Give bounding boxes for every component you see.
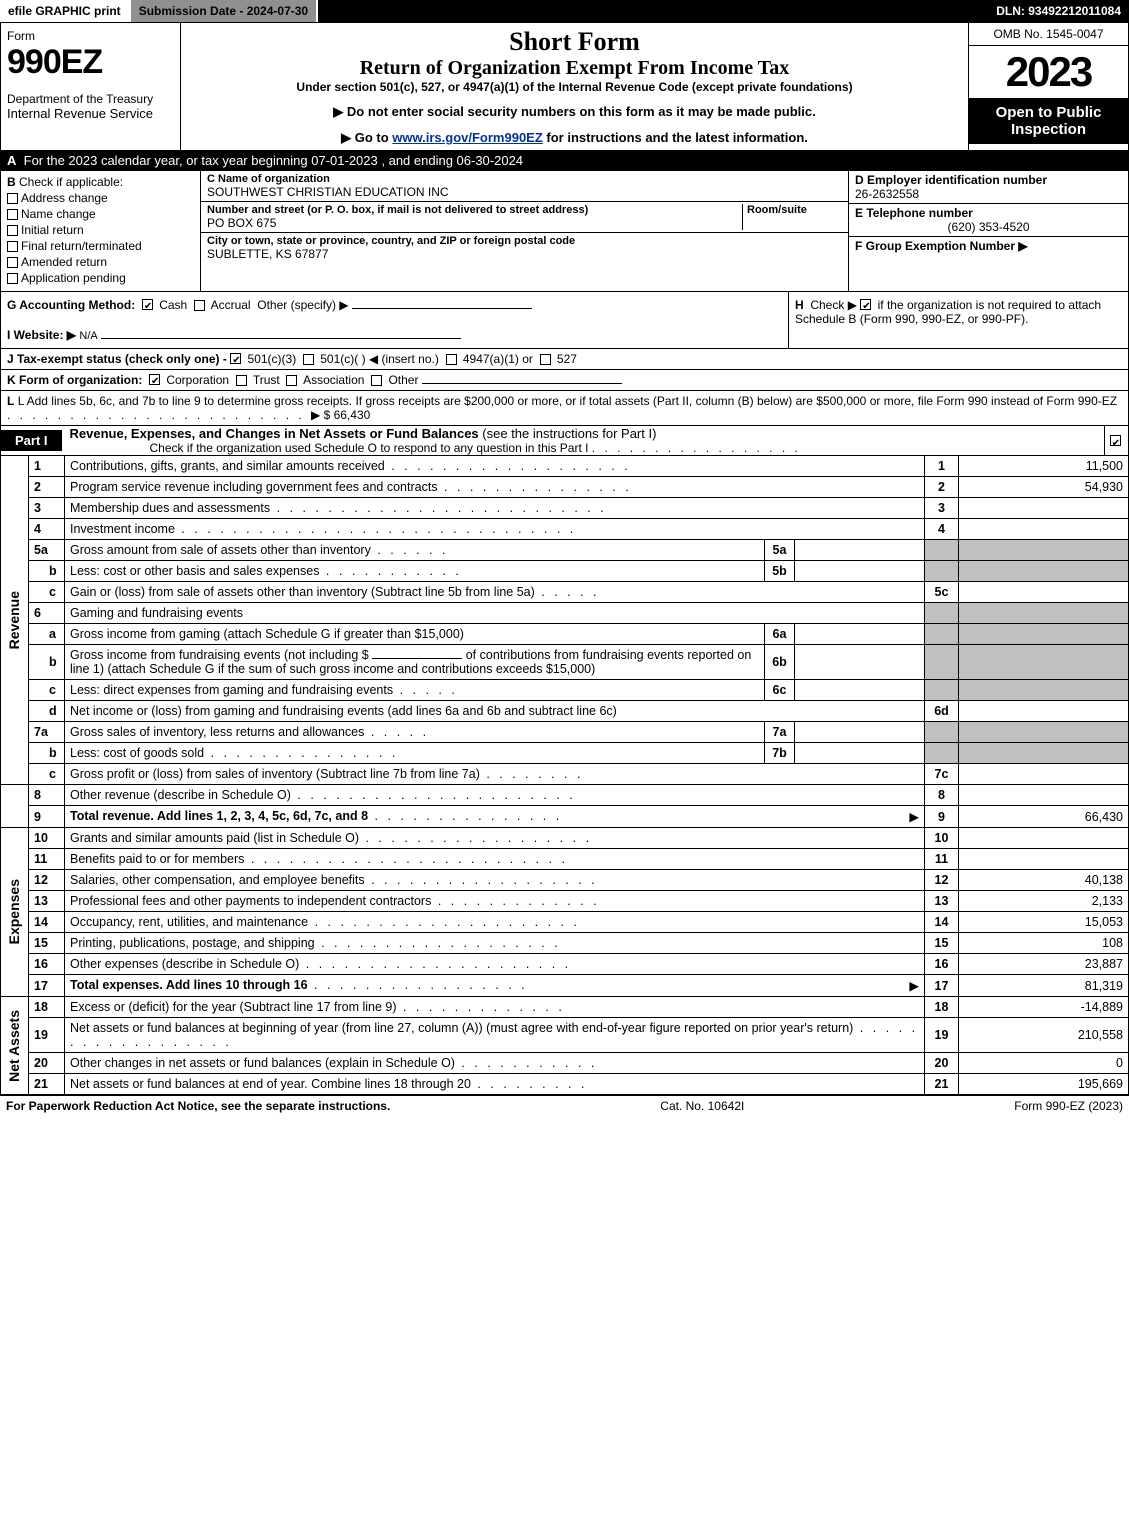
part1-table: Revenue 1 Contributions, gifts, grants, … (0, 456, 1129, 1095)
checkbox-association[interactable] (286, 375, 297, 386)
side-expenses: Expenses (6, 879, 22, 944)
checkbox-amended-return[interactable] (7, 257, 18, 268)
block-GHI: G Accounting Method: Cash Accrual Other … (0, 292, 1129, 349)
checkbox-schedule-o-used[interactable] (1110, 435, 1121, 446)
ein: 26-2632558 (855, 187, 1122, 201)
checkbox-application-pending[interactable] (7, 273, 18, 284)
side-revenue: Revenue (6, 591, 22, 649)
page-footer: For Paperwork Reduction Act Notice, see … (0, 1095, 1129, 1116)
section-DEF: D Employer identification number 26-2632… (848, 171, 1128, 291)
line20-val: 0 (959, 1053, 1129, 1074)
footer-left: For Paperwork Reduction Act Notice, see … (6, 1099, 390, 1113)
part1-header: Part I Revenue, Expenses, and Changes in… (0, 426, 1129, 456)
form-header: Form 990EZ Department of the Treasury In… (0, 22, 1129, 151)
row-K: K Form of organization: Corporation Trus… (0, 370, 1129, 391)
row-I: I Website: ▶ N/A (7, 328, 782, 342)
omb-number: OMB No. 1545-0047 (969, 23, 1128, 46)
row-J: J Tax-exempt status (check only one) - 5… (0, 349, 1129, 370)
dln-label: DLN: 93492212011084 (988, 0, 1129, 22)
line12-val: 40,138 (959, 870, 1129, 891)
top-bar: efile GRAPHIC print Submission Date - 20… (0, 0, 1129, 22)
line21-val: 195,669 (959, 1074, 1129, 1095)
section-C: C Name of organization SOUTHWEST CHRISTI… (201, 171, 848, 291)
checkbox-other-org[interactable] (371, 375, 382, 386)
checkbox-527[interactable] (540, 354, 551, 365)
short-form-title: Short Form (185, 27, 964, 57)
line18-val: -14,889 (959, 997, 1129, 1018)
gross-receipts: 66,430 (334, 408, 371, 422)
row-L: L L Add lines 5b, 6c, and 7b to line 9 t… (0, 391, 1129, 426)
line15-val: 108 (959, 933, 1129, 954)
form-number: 990EZ (7, 43, 174, 82)
line19-val: 210,558 (959, 1018, 1129, 1053)
return-title: Return of Organization Exempt From Incom… (185, 57, 964, 80)
row-G: G Accounting Method: Cash Accrual Other … (7, 298, 782, 312)
checkbox-accrual[interactable] (194, 300, 205, 311)
section-B: B Check if applicable: Address change Na… (1, 171, 201, 291)
checkbox-501c[interactable] (303, 354, 314, 365)
line16-val: 23,887 (959, 954, 1129, 975)
row-H: H Check ▶ if the organization is not req… (788, 292, 1128, 348)
part1-tab: Part I (1, 430, 62, 451)
org-street: PO BOX 675 (207, 216, 742, 230)
line1-val: 11,500 (959, 456, 1129, 477)
checkbox-initial-return[interactable] (7, 225, 18, 236)
line2-val: 54,930 (959, 477, 1129, 498)
under-section: Under section 501(c), 527, or 4947(a)(1)… (185, 80, 964, 94)
line17-val: 81,319 (959, 975, 1129, 997)
side-net-assets: Net Assets (6, 1010, 22, 1082)
tax-year: 2023 (969, 46, 1128, 98)
checkbox-4947a1[interactable] (446, 354, 457, 365)
dept-treasury: Department of the Treasury (7, 92, 174, 106)
website: N/A (79, 330, 97, 342)
footer-formref: Form 990-EZ (2023) (1014, 1099, 1123, 1113)
open-to-public: Open to Public Inspection (969, 98, 1128, 144)
org-city: SUBLETTE, KS 67877 (207, 247, 842, 261)
submission-date: Submission Date - 2024-07-30 (131, 0, 318, 22)
checkbox-trust[interactable] (236, 375, 247, 386)
line13-val: 2,133 (959, 891, 1129, 912)
instr-goto: ▶ Go to www.irs.gov/Form990EZ for instru… (185, 130, 964, 146)
checkbox-501c3[interactable] (230, 353, 241, 364)
checkbox-schedule-b-not-required[interactable] (860, 299, 871, 310)
instr-ssn: ▶ Do not enter social security numbers o… (185, 104, 964, 120)
checkbox-final-return[interactable] (7, 241, 18, 252)
dept-irs: Internal Revenue Service (7, 106, 174, 121)
line9-val: 66,430 (959, 806, 1129, 828)
form-word: Form (7, 29, 174, 43)
block-BCDEF: B Check if applicable: Address change Na… (0, 171, 1129, 292)
org-name: SOUTHWEST CHRISTIAN EDUCATION INC (207, 185, 842, 199)
irs-link[interactable]: www.irs.gov/Form990EZ (392, 130, 543, 145)
telephone: (620) 353-4520 (855, 220, 1122, 234)
row-A: A For the 2023 calendar year, or tax yea… (0, 151, 1129, 171)
checkbox-address-change[interactable] (7, 193, 18, 204)
line14-val: 15,053 (959, 912, 1129, 933)
checkbox-corporation[interactable] (149, 374, 160, 385)
efile-label[interactable]: efile GRAPHIC print (0, 0, 131, 22)
checkbox-cash[interactable] (142, 299, 153, 310)
footer-catno: Cat. No. 10642I (660, 1099, 744, 1113)
checkbox-name-change[interactable] (7, 209, 18, 220)
